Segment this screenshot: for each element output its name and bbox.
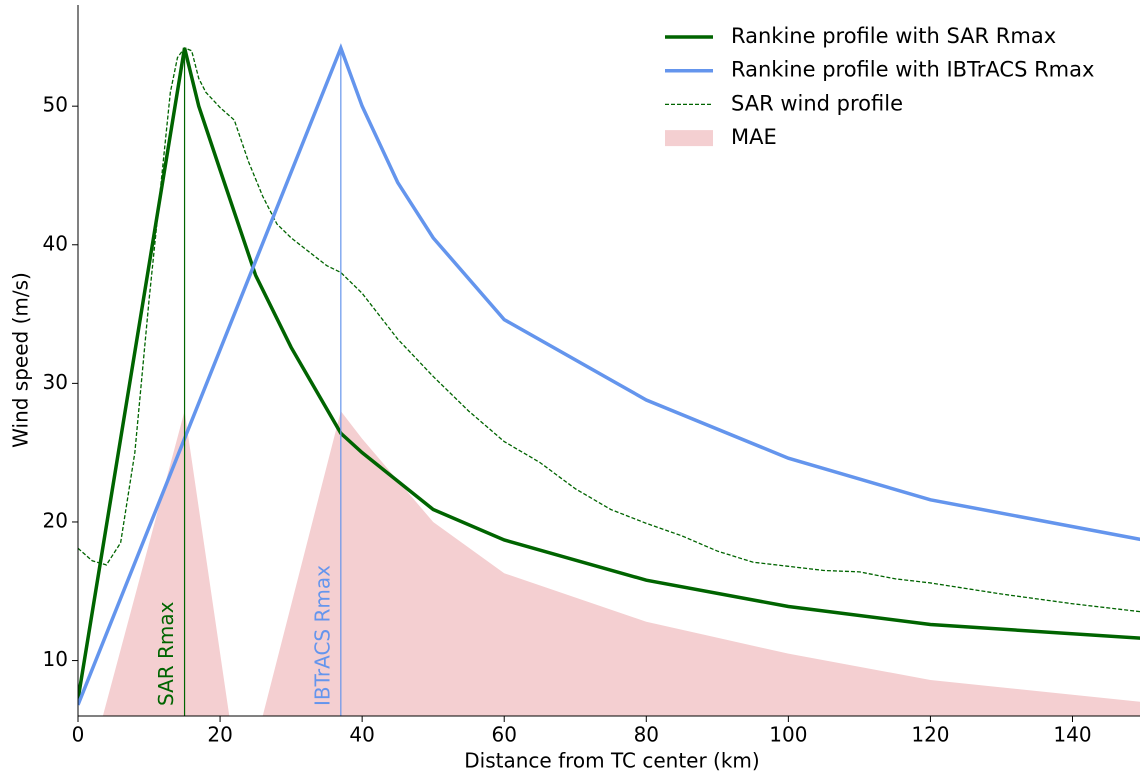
y-tick-label: 10: [43, 647, 68, 671]
x-tick-label: 20: [207, 723, 232, 747]
legend-label: Rankine profile with IBTrACS Rmax: [731, 58, 1094, 82]
line: [78, 43, 1140, 706]
y-tick-label: 50: [43, 93, 68, 117]
x-tick-label: 140: [1053, 723, 1091, 747]
legend-label: Rankine profile with SAR Rmax: [731, 24, 1056, 48]
line: [78, 47, 1140, 613]
y-tick-label: 40: [43, 231, 68, 255]
x-tick-label: 100: [769, 723, 807, 747]
x-tick-label: 80: [634, 723, 659, 747]
y-axis-label: Wind speed (m/s): [9, 272, 33, 448]
rmax-label: SAR Rmax: [154, 601, 178, 706]
x-tick-label: 60: [491, 723, 516, 747]
x-tick-label: 40: [349, 723, 374, 747]
plot-area: [78, 43, 1140, 716]
y-tick-label: 30: [43, 370, 68, 394]
y-tick-label: 20: [43, 508, 68, 532]
x-tick-label: 120: [911, 723, 949, 747]
legend-label: SAR wind profile: [731, 91, 903, 115]
x-tick-label: 0: [72, 723, 85, 747]
rmax-label: IBTrACS Rmax: [310, 565, 334, 706]
area: [102, 411, 1140, 716]
legend-label: MAE: [731, 125, 777, 149]
legend-swatch: [665, 130, 713, 147]
legend: Rankine profile with SAR Rmax Rankine pro…: [665, 24, 1094, 149]
line: [78, 47, 1140, 700]
x-axis-label: Distance from TC center (km): [464, 749, 759, 773]
